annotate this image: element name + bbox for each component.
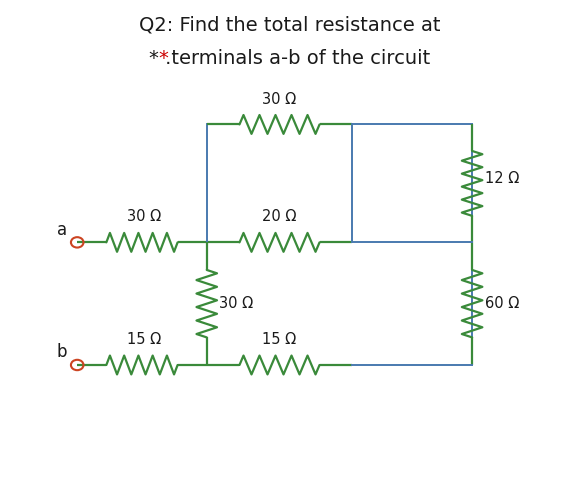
Text: 15 Ω: 15 Ω [127, 332, 161, 347]
Text: 30 Ω: 30 Ω [262, 92, 296, 107]
Text: b: b [56, 343, 67, 361]
Text: 60 Ω: 60 Ω [485, 296, 519, 311]
Text: *: * [158, 49, 168, 68]
Text: 30 Ω: 30 Ω [219, 296, 254, 311]
Text: 30 Ω: 30 Ω [127, 209, 161, 225]
Text: 20 Ω: 20 Ω [262, 209, 296, 225]
Text: * .terminals a-b of the circuit: * .terminals a-b of the circuit [149, 49, 430, 68]
Text: a: a [57, 221, 67, 239]
Text: 15 Ω: 15 Ω [262, 332, 296, 347]
Text: 12 Ω: 12 Ω [485, 171, 519, 186]
Text: Q2: Find the total resistance at: Q2: Find the total resistance at [139, 16, 440, 35]
